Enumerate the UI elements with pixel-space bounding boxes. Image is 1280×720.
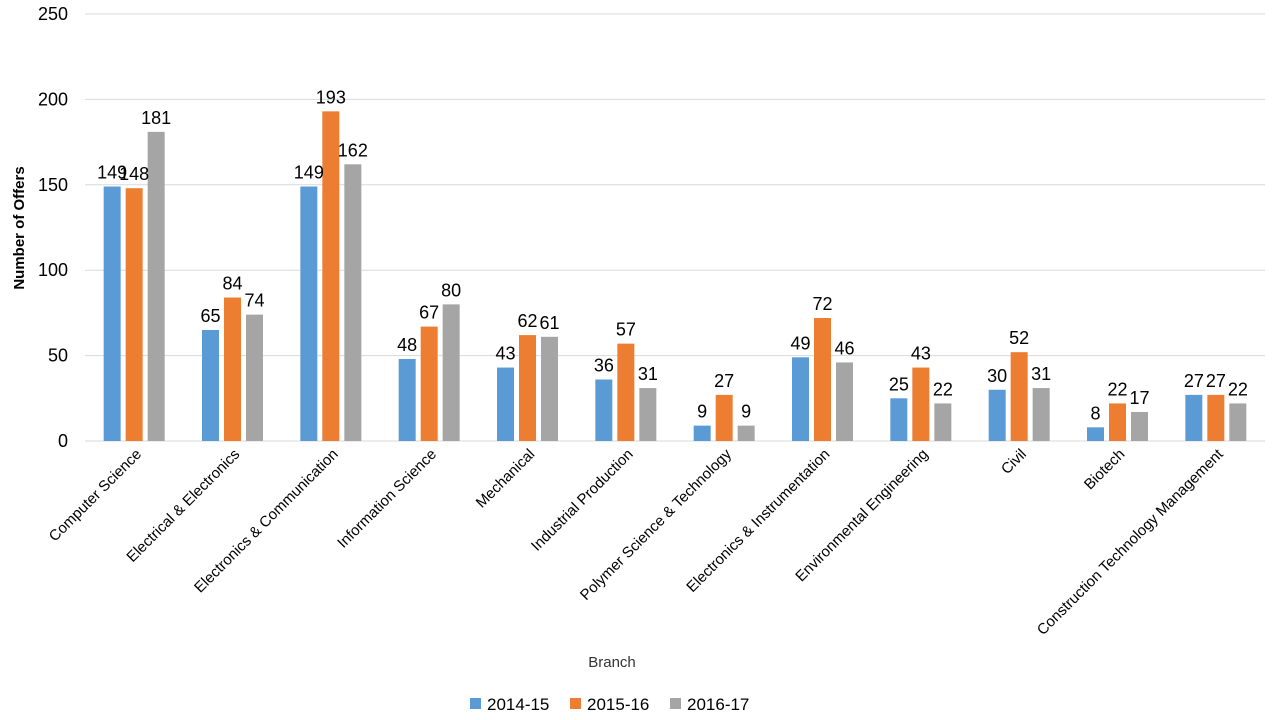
data-label: 57 xyxy=(616,320,636,340)
data-label: 25 xyxy=(889,374,909,394)
data-label: 162 xyxy=(338,140,368,160)
bar-2016-17 xyxy=(1229,403,1247,441)
y-tick-label: 150 xyxy=(38,175,68,195)
bar-2014-15 xyxy=(300,186,318,441)
bar-2015-16 xyxy=(322,111,340,441)
bar-2016-17 xyxy=(246,314,263,441)
x-tick-label: Biotech xyxy=(1081,446,1128,493)
data-label: 8 xyxy=(1090,403,1100,423)
data-label: 148 xyxy=(119,164,149,184)
bar-2015-16 xyxy=(125,188,143,441)
data-label: 9 xyxy=(741,402,751,422)
data-label: 22 xyxy=(1107,379,1127,399)
x-tick-label: Industrial Production xyxy=(528,446,637,555)
bar-2016-17 xyxy=(541,336,558,441)
bar-2014-15 xyxy=(1185,394,1203,441)
data-label: 9 xyxy=(697,402,707,422)
data-label: 30 xyxy=(987,366,1007,386)
bar-2016-17 xyxy=(836,362,853,441)
data-label: 149 xyxy=(97,163,127,183)
bar-2016-17 xyxy=(1032,388,1050,441)
bar-2014-15 xyxy=(202,329,219,441)
bar-2016-17 xyxy=(639,388,657,441)
bar-2016-17 xyxy=(934,403,952,441)
data-label: 27 xyxy=(714,371,734,391)
bar-2014-15 xyxy=(792,357,809,441)
data-label: 36 xyxy=(594,356,614,376)
data-label: 31 xyxy=(638,364,658,384)
data-label: 43 xyxy=(911,344,931,364)
data-label: 27 xyxy=(1206,371,1226,391)
data-label: 67 xyxy=(419,303,439,323)
x-axis-title: Branch xyxy=(588,654,636,671)
data-label: 61 xyxy=(539,313,559,333)
bar-2014-15 xyxy=(398,359,416,441)
bar-2016-17 xyxy=(344,164,362,441)
bar-2015-16 xyxy=(224,297,241,441)
bar-2014-15 xyxy=(693,425,711,441)
bar-2015-16 xyxy=(420,326,438,441)
bar-2015-16 xyxy=(1109,403,1126,441)
bar-2015-16 xyxy=(814,318,831,441)
x-tick-label: Computer Science xyxy=(46,446,145,545)
bar-2014-15 xyxy=(890,398,908,441)
data-label: 84 xyxy=(222,274,242,294)
bar-2015-16 xyxy=(519,335,536,441)
bar-2014-15 xyxy=(595,379,613,441)
bar-2016-17 xyxy=(442,304,460,441)
bar-2016-17 xyxy=(147,131,165,442)
x-tick-label: Civil xyxy=(998,446,1030,478)
bar-2014-15 xyxy=(988,389,1006,441)
data-label: 149 xyxy=(294,163,324,183)
y-tick-label: 250 xyxy=(38,4,68,24)
data-label: 22 xyxy=(933,379,953,399)
bar-2014-15 xyxy=(1087,427,1104,441)
data-label: 193 xyxy=(316,87,346,107)
y-tick-label: 100 xyxy=(38,260,68,280)
data-label: 72 xyxy=(812,294,832,314)
bar-2015-16 xyxy=(1010,352,1028,441)
legend-swatch xyxy=(470,698,481,709)
legend-swatch xyxy=(570,698,581,709)
data-label: 43 xyxy=(495,344,515,364)
y-tick-label: 200 xyxy=(38,89,68,109)
data-label: 27 xyxy=(1184,371,1204,391)
legend-label: 2015-16 xyxy=(587,695,649,714)
bar-2014-15 xyxy=(103,186,121,441)
legend-label: 2016-17 xyxy=(687,695,749,714)
data-label: 62 xyxy=(517,311,537,331)
data-label: 181 xyxy=(141,108,171,128)
x-tick-label: Information Science xyxy=(334,446,440,552)
bar-2016-17 xyxy=(737,425,755,441)
data-label: 31 xyxy=(1031,364,1051,384)
data-label: 46 xyxy=(834,338,854,358)
x-tick-label: Mechanical xyxy=(473,446,539,512)
legend-label: 2014-15 xyxy=(487,695,549,714)
x-tick-label: Electrical & Electronics xyxy=(123,446,243,566)
y-axis-title: Number of Offers xyxy=(11,166,28,289)
data-label: 65 xyxy=(200,306,220,326)
data-label: 17 xyxy=(1129,388,1149,408)
legend-swatch xyxy=(670,698,681,709)
data-label: 22 xyxy=(1228,379,1248,399)
x-tick-label: Construction Technology Management xyxy=(1034,445,1227,638)
y-tick-label: 0 xyxy=(58,431,68,451)
bar-2016-17 xyxy=(1131,411,1148,441)
data-label: 49 xyxy=(790,333,810,353)
bar-2015-16 xyxy=(912,367,930,441)
bar-2015-16 xyxy=(617,343,635,441)
data-label: 74 xyxy=(244,291,264,311)
y-tick-label: 50 xyxy=(48,346,68,366)
bar-2014-15 xyxy=(497,367,514,441)
data-label: 80 xyxy=(441,280,461,300)
bar-2015-16 xyxy=(715,394,733,441)
data-label: 48 xyxy=(397,335,417,355)
data-label: 52 xyxy=(1009,328,1029,348)
bar-2015-16 xyxy=(1207,394,1225,441)
